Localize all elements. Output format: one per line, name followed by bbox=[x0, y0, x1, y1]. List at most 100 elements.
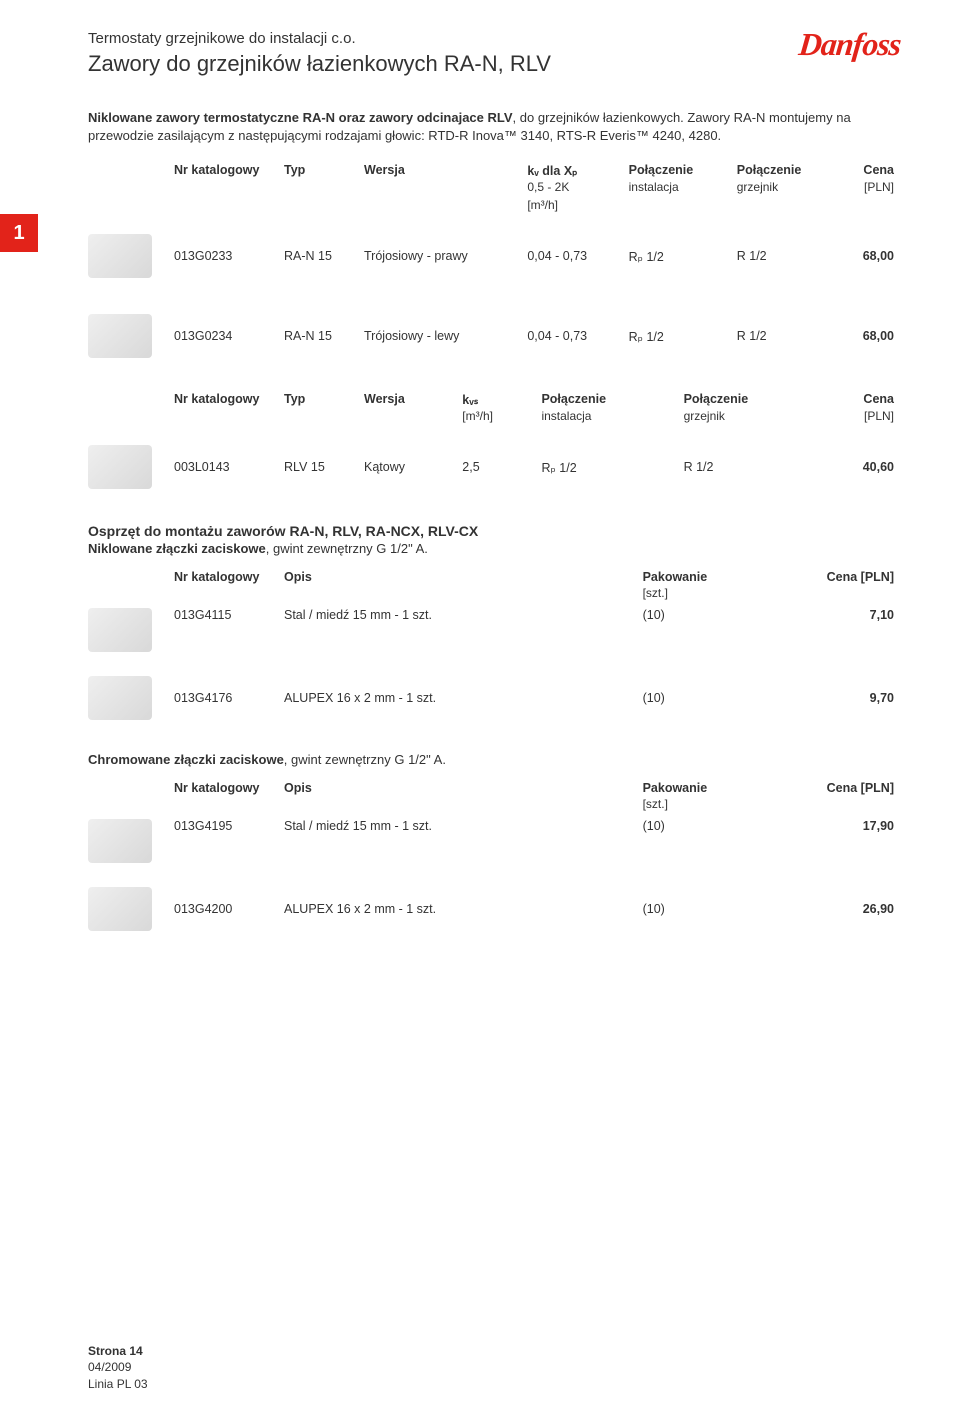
product-image bbox=[88, 314, 152, 358]
cell-grz: R 1/2 bbox=[731, 296, 839, 376]
col-inst-sub: instalacja bbox=[535, 409, 677, 427]
cell-grz: R 1/2 bbox=[678, 427, 820, 507]
col-sku: Nr katalogowy bbox=[168, 388, 278, 409]
cell-price: 68,00 bbox=[839, 296, 900, 376]
product-image bbox=[88, 445, 152, 489]
cell-price: 9,70 bbox=[727, 656, 900, 740]
fittings-table-nickel: Nr katalogowy Opis Pakowanie Cena [PLN] … bbox=[88, 566, 900, 740]
col-kv-sub1: 0,5 - 2K bbox=[521, 180, 622, 198]
cell-inst: Rₚ 1/2 bbox=[623, 216, 731, 296]
col-pak-sub: [szt.] bbox=[637, 797, 727, 815]
table-row: 013G4176 ALUPEX 16 x 2 mm - 1 szt. (10) … bbox=[88, 656, 900, 740]
col-kvs: kᵥₛ bbox=[456, 388, 535, 409]
valves-table-rlv: Nr katalogowy Typ Wersja kᵥₛ Połączenie … bbox=[88, 388, 900, 507]
cell-sku: 003L0143 bbox=[168, 427, 278, 507]
col-pak: Pakowanie bbox=[637, 566, 727, 586]
col-grz-sub: grzejnik bbox=[678, 409, 820, 427]
cell-inst: Rₚ 1/2 bbox=[623, 296, 731, 376]
cell-typ: RLV 15 bbox=[278, 427, 358, 507]
cell-typ: RA-N 15 bbox=[278, 296, 358, 376]
col-grz-sub: grzejnik bbox=[731, 180, 839, 198]
intro-paragraph: Niklowane zawory termostatyczne RA-N ora… bbox=[88, 109, 900, 145]
table-row: 013G4195 Stal / miedź 15 mm - 1 szt. (10… bbox=[88, 815, 900, 867]
sub-rest: , gwint zewnętrzny G 1/2" A. bbox=[266, 541, 428, 556]
cell-wersja: Trójosiowy - prawy bbox=[358, 216, 521, 296]
col-cena: Cena bbox=[820, 388, 900, 409]
cell-price: 7,10 bbox=[727, 604, 900, 656]
cell-kv: 0,04 - 0,73 bbox=[521, 296, 622, 376]
table-row: 013G4200 ALUPEX 16 x 2 mm - 1 szt. (10) … bbox=[88, 867, 900, 951]
section-sub-niklowane: Niklowane złączki zaciskowe, gwint zewnę… bbox=[88, 541, 900, 556]
col-grz: Połączenie bbox=[731, 159, 839, 180]
col-pak-sub: [szt.] bbox=[637, 586, 727, 604]
cell-sku: 013G0234 bbox=[168, 296, 278, 376]
col-inst-sub: instalacja bbox=[623, 180, 731, 198]
cell-price: 40,60 bbox=[820, 427, 900, 507]
cell-price: 17,90 bbox=[727, 815, 900, 867]
col-cena: Cena [PLN] bbox=[727, 777, 900, 797]
cell-sku: 013G0233 bbox=[168, 216, 278, 296]
product-image bbox=[88, 819, 152, 863]
product-image bbox=[88, 234, 152, 278]
section-heading-ospret: Osprzęt do montażu zaworów RA-N, RLV, RA… bbox=[88, 523, 900, 539]
cell-sku: 013G4200 bbox=[168, 867, 278, 951]
cell-kvs: 2,5 bbox=[456, 427, 535, 507]
col-sku: Nr katalogowy bbox=[168, 566, 278, 586]
product-image bbox=[88, 887, 152, 931]
cell-pak: (10) bbox=[637, 656, 727, 740]
section-sub-chrom: Chromowane złączki zaciskowe, gwint zewn… bbox=[88, 752, 900, 767]
col-kv: kᵥ dla Xₚ bbox=[521, 159, 622, 180]
cell-price: 26,90 bbox=[727, 867, 900, 951]
cell-pak: (10) bbox=[637, 867, 727, 951]
cell-opis: Stal / miedź 15 mm - 1 szt. bbox=[278, 604, 637, 656]
table-row: 013G0234 RA-N 15 Trójosiowy - lewy 0,04 … bbox=[88, 296, 900, 376]
col-cena-sub: [PLN] bbox=[839, 180, 900, 198]
col-wersja: Wersja bbox=[358, 388, 456, 409]
col-inst: Połączenie bbox=[623, 159, 731, 180]
table-row: 013G4115 Stal / miedź 15 mm - 1 szt. (10… bbox=[88, 604, 900, 656]
cell-sku: 013G4176 bbox=[168, 656, 278, 740]
page-header: Termostaty grzejnikowe do instalacji c.o… bbox=[88, 30, 900, 77]
cell-opis: ALUPEX 16 x 2 mm - 1 szt. bbox=[278, 867, 637, 951]
doc-title: Zawory do grzejników łazienkowych RA-N, … bbox=[88, 51, 799, 77]
cell-pak: (10) bbox=[637, 815, 727, 867]
col-pak: Pakowanie bbox=[637, 777, 727, 797]
cell-price: 68,00 bbox=[839, 216, 900, 296]
table-row: 013G0233 RA-N 15 Trójosiowy - prawy 0,04… bbox=[88, 216, 900, 296]
col-wersja: Wersja bbox=[358, 159, 521, 180]
col-cena-sub: [PLN] bbox=[820, 409, 900, 427]
cell-pak: (10) bbox=[637, 604, 727, 656]
col-kv-sub2: [m³/h] bbox=[521, 198, 622, 216]
cell-opis: ALUPEX 16 x 2 mm - 1 szt. bbox=[278, 656, 637, 740]
col-sku: Nr katalogowy bbox=[168, 777, 278, 797]
col-cena: Cena [PLN] bbox=[727, 566, 900, 586]
col-typ: Typ bbox=[278, 388, 358, 409]
footer-line: Linia PL 03 bbox=[88, 1376, 148, 1393]
page-footer: Strona 14 04/2009 Linia PL 03 bbox=[88, 1343, 148, 1393]
cell-sku: 013G4115 bbox=[168, 604, 278, 656]
cell-typ: RA-N 15 bbox=[278, 216, 358, 296]
product-image bbox=[88, 676, 152, 720]
cell-wersja: Kątowy bbox=[358, 427, 456, 507]
col-sku: Nr katalogowy bbox=[168, 159, 278, 180]
col-opis: Opis bbox=[278, 566, 637, 586]
cell-kv: 0,04 - 0,73 bbox=[521, 216, 622, 296]
intro-bold: Niklowane zawory termostatyczne RA-N ora… bbox=[88, 110, 513, 125]
footer-page: Strona 14 bbox=[88, 1343, 148, 1360]
doc-category: Termostaty grzejnikowe do instalacji c.o… bbox=[88, 30, 799, 47]
sub-bold: Chromowane złączki zaciskowe bbox=[88, 752, 284, 767]
col-inst: Połączenie bbox=[535, 388, 677, 409]
col-opis: Opis bbox=[278, 777, 637, 797]
fittings-table-chrome: Nr katalogowy Opis Pakowanie Cena [PLN] … bbox=[88, 777, 900, 951]
col-grz: Połączenie bbox=[678, 388, 820, 409]
cell-opis: Stal / miedź 15 mm - 1 szt. bbox=[278, 815, 637, 867]
col-kvs-sub: [m³/h] bbox=[456, 409, 535, 427]
danfoss-logo: Danfoss bbox=[797, 26, 902, 63]
sub-bold: Niklowane złączki zaciskowe bbox=[88, 541, 266, 556]
table-row: 003L0143 RLV 15 Kątowy 2,5 Rₚ 1/2 R 1/2 … bbox=[88, 427, 900, 507]
cell-inst: Rₚ 1/2 bbox=[535, 427, 677, 507]
cell-sku: 013G4195 bbox=[168, 815, 278, 867]
product-image bbox=[88, 608, 152, 652]
sub-rest: , gwint zewnętrzny G 1/2" A. bbox=[284, 752, 446, 767]
valves-table-ran: Nr katalogowy Typ Wersja kᵥ dla Xₚ Połąc… bbox=[88, 159, 900, 376]
